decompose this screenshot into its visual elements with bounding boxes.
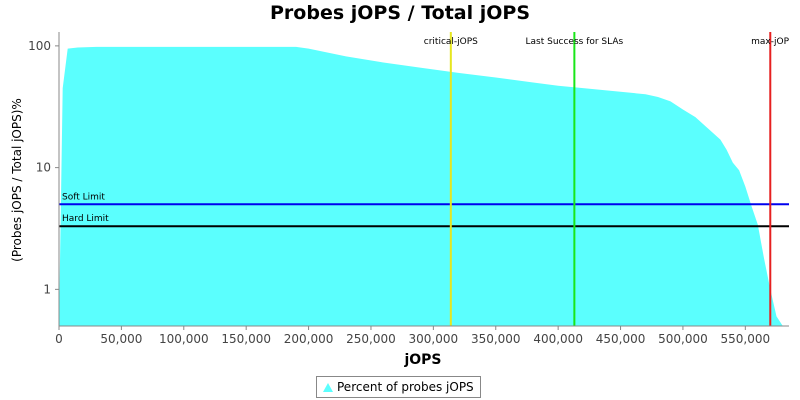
x-tick-label: 100,000: [159, 332, 209, 346]
x-tick-label: 350,000: [471, 332, 521, 346]
x-tick-label: 550,000: [721, 332, 771, 346]
x-tick-label: 300,000: [409, 332, 459, 346]
legend-label: Percent of probes jOPS: [337, 380, 474, 394]
horizontal-marker-label-1: Hard Limit: [62, 214, 109, 224]
x-tick-label: 200,000: [284, 332, 334, 346]
y-tick-label: 1: [43, 282, 51, 296]
x-tick-label: 50,000: [100, 332, 142, 346]
x-axis-label: jOPS: [403, 352, 441, 368]
chart-title: Probes jOPS / Total jOPS: [270, 2, 530, 24]
vertical-marker-label-0: critical-jOPS: [424, 37, 478, 47]
x-tick-label: 450,000: [596, 332, 646, 346]
x-tick-label: 500,000: [658, 332, 708, 346]
y-axis-label: (Probes jOPS / Total jOPS)%: [10, 98, 24, 262]
horizontal-marker-label-0: Soft Limit: [62, 192, 105, 202]
vertical-marker-label-2: max-jOP: [751, 37, 789, 47]
legend: Percent of probes jOPS: [316, 376, 481, 398]
x-tick-label: 150,000: [221, 332, 271, 346]
series-area-0: [59, 46, 789, 327]
legend-swatch-triangle-icon: [323, 383, 333, 392]
vertical-marker-label-1: Last Success for SLAs: [526, 37, 624, 47]
x-tick-label: 400,000: [533, 332, 583, 346]
y-tick-label: 10: [36, 161, 51, 175]
x-tick-label: 250,000: [346, 332, 396, 346]
y-tick-label: 100: [28, 39, 51, 53]
x-tick-label: 0: [55, 332, 63, 346]
